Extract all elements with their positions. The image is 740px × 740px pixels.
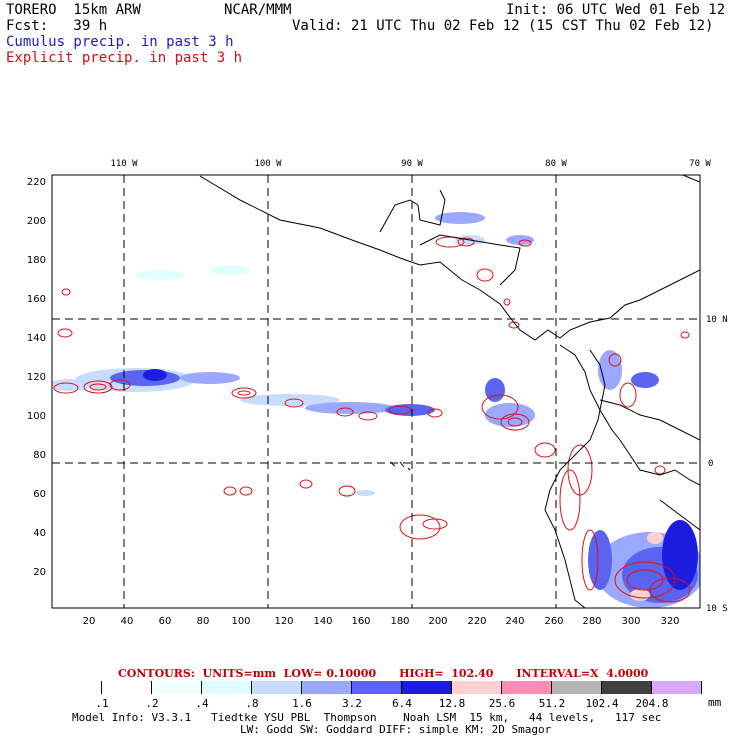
x-tick: 120 <box>274 616 293 627</box>
y-tick: 160 <box>27 294 46 305</box>
cumulus-legend-title: Cumulus precip. in past 3 h <box>6 34 234 50</box>
legend-swatch <box>152 681 202 694</box>
y-tick: 220 <box>27 177 46 188</box>
lon-label: 110 W <box>110 159 138 169</box>
cumulus-precip-areas <box>52 212 700 608</box>
x-tick: 160 <box>351 616 370 627</box>
legend-label: 51.2 <box>538 697 566 710</box>
legend-swatch <box>202 681 252 694</box>
left-tick-labels: 220 200 180 160 140 120 100 80 60 40 20 <box>27 177 46 578</box>
x-tick: 220 <box>467 616 486 627</box>
center-title: NCAR/MMM <box>224 2 292 18</box>
legend-swatch <box>452 681 502 694</box>
graticule <box>52 175 700 608</box>
x-tick: 40 <box>121 616 134 627</box>
lat-label: 10 S <box>706 604 728 614</box>
lon-label: 70 W <box>689 159 711 169</box>
legend-label: 102.4 <box>585 697 619 710</box>
y-tick: 80 <box>33 450 46 461</box>
legend-label: .2 <box>145 697 159 710</box>
lon-label: 80 W <box>545 159 567 169</box>
legend-label: 1.6 <box>292 697 312 710</box>
valid-time: Valid: 21 UTC Thu 02 Feb 12 (15 CST Thu … <box>292 18 714 34</box>
y-tick: 60 <box>33 489 46 500</box>
legend-swatch <box>652 681 702 694</box>
legend-swatch <box>402 681 452 694</box>
forecast-hour: Fcst: 39 h <box>6 18 108 34</box>
legend-label: .4 <box>195 697 209 710</box>
explicit-legend-title: Explicit precip. in past 3 h <box>6 50 243 66</box>
explicit-precip-contours <box>53 236 691 603</box>
y-tick: 180 <box>27 255 46 266</box>
x-tick: 260 <box>544 616 563 627</box>
legend-label: 12.8 <box>438 697 466 710</box>
x-tick: 320 <box>660 616 679 627</box>
lat-label: 10 N <box>706 315 728 325</box>
legend-unit: mm <box>708 696 722 709</box>
legend-swatch <box>502 681 552 694</box>
coastlines <box>199 175 700 608</box>
x-tick: 140 <box>313 616 332 627</box>
model-title: TORERO 15km ARW <box>6 2 141 18</box>
lon-label: 100 W <box>254 159 282 169</box>
legend-swatch <box>302 681 352 694</box>
model-info-line1: Model Info: V3.3.1 Tiedtke YSU PBL Thomp… <box>72 711 662 724</box>
x-tick: 100 <box>231 616 250 627</box>
y-tick: 120 <box>27 372 46 383</box>
y-tick: 40 <box>33 528 46 539</box>
legend-label: .1 <box>95 697 109 710</box>
contours-info: CONTOURS: UNITS=mm LOW= 0.10000 HIGH= 10… <box>118 667 649 680</box>
legend-label: 204.8 <box>635 697 669 710</box>
legend-swatch <box>602 681 652 694</box>
lat-label: 0 <box>708 459 713 469</box>
y-tick: 140 <box>27 333 46 344</box>
legend-swatch <box>252 681 302 694</box>
legend-label: 6.4 <box>392 697 412 710</box>
bottom-tick-labels: 20 40 60 80 100 120 140 160 180 200 220 … <box>83 616 680 627</box>
x-tick: 300 <box>621 616 640 627</box>
legend-swatch <box>352 681 402 694</box>
legend-swatch <box>52 681 102 694</box>
x-tick: 280 <box>582 616 601 627</box>
x-tick: 60 <box>159 616 172 627</box>
x-tick: 200 <box>428 616 447 627</box>
x-tick: 20 <box>83 616 96 627</box>
legend-swatch <box>552 681 602 694</box>
y-tick: 20 <box>33 567 46 578</box>
legend-label: 3.2 <box>342 697 362 710</box>
legend-label: 25.6 <box>488 697 516 710</box>
x-tick: 80 <box>197 616 210 627</box>
y-tick: 100 <box>27 411 46 422</box>
x-tick: 240 <box>505 616 524 627</box>
right-lat-labels: 10 N 0 10 S <box>706 315 728 614</box>
x-tick: 180 <box>390 616 409 627</box>
legend-label: .8 <box>245 697 259 710</box>
top-lon-labels: 110 W 100 W 90 W 80 W 70 W <box>110 159 711 169</box>
legend-swatch <box>102 681 152 694</box>
y-tick: 200 <box>27 216 46 227</box>
model-info-line2: LW: Godd SW: Goddard DIFF: simple KM: 2D… <box>240 723 552 736</box>
init-time: Init: 06 UTC Wed 01 Feb 12 <box>506 2 726 18</box>
lon-label: 90 W <box>401 159 423 169</box>
